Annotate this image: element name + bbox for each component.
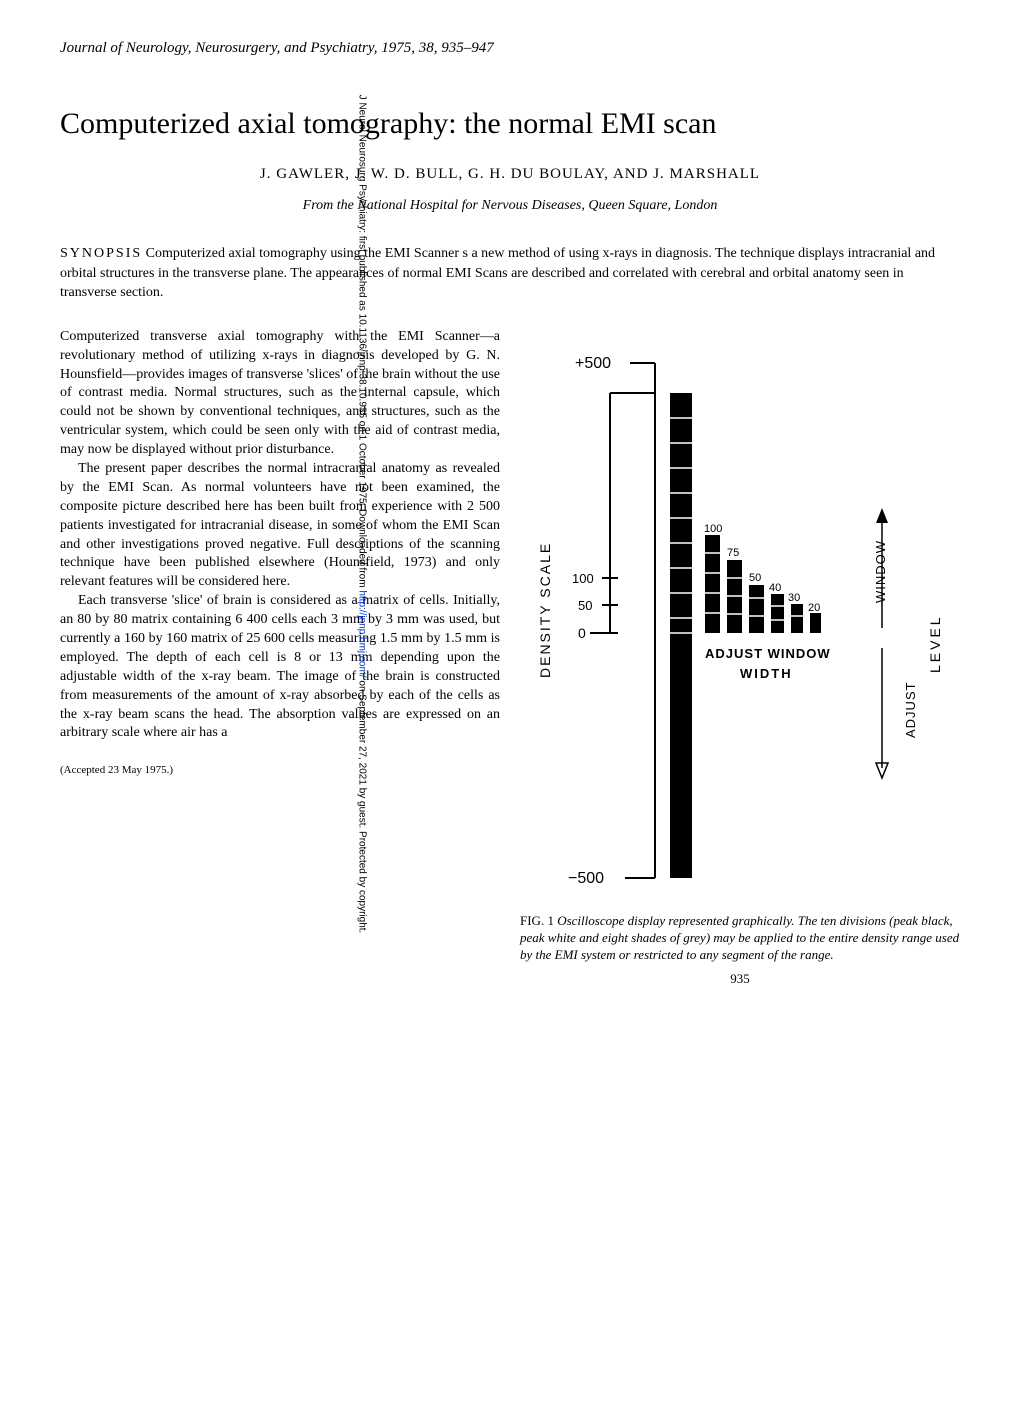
synopsis-label: SYNOPSIS	[60, 246, 142, 261]
scale-top-label: +500	[575, 355, 611, 372]
article-title: Computerized axial tomography: the norma…	[60, 107, 960, 141]
body-paragraph-1: Computerized transverse axial tomography…	[60, 328, 500, 460]
affiliation: From the National Hospital for Nervous D…	[60, 198, 960, 214]
text-column: Computerized transverse axial tomography…	[60, 328, 500, 988]
scale-100-tick: 100	[572, 571, 594, 586]
figure-caption: FIG. 1 Oscilloscope display represented …	[520, 913, 960, 964]
adjust-window-label: ADJUST WINDOW	[705, 646, 831, 661]
bar-label-30: 30	[788, 592, 800, 604]
density-scale-label: DENSITY SCALE	[537, 542, 553, 678]
density-column	[670, 393, 692, 878]
side-text-1: J Neurol Neurosurg Psychiatry: first pub…	[357, 94, 368, 590]
level-label: LEVEL	[927, 614, 943, 673]
scale-50-tick: 50	[578, 598, 592, 613]
side-citation: J Neurol Neurosurg Psychiatry: first pub…	[357, 0, 368, 1164]
window-label: WINDOW	[873, 540, 888, 603]
bar-label-40: 40	[769, 582, 781, 594]
authors: J. GAWLER, J. W. D. BULL, G. H. DU BOULA…	[60, 166, 960, 183]
fig-label: FIG. 1	[520, 913, 554, 928]
body-paragraph-3: Each transverse 'slice' of brain is cons…	[60, 592, 500, 743]
side-link[interactable]: http://jnnp.bmj.com/	[357, 590, 368, 677]
fig-caption-text: Oscilloscope display represented graphic…	[520, 913, 959, 962]
journal-header: Journal of Neurology, Neurosurgery, and …	[60, 40, 960, 57]
side-text-2: on September 27, 2021 by guest. Protecte…	[357, 677, 368, 933]
synopsis-block: SYNOPSIS Computerized axial tomography u…	[60, 244, 960, 303]
page-number: 935	[520, 971, 960, 987]
accepted-note: (Accepted 23 May 1975.)	[60, 763, 500, 778]
bar-label-50: 50	[749, 572, 761, 584]
content-area: Computerized transverse axial tomography…	[60, 328, 960, 988]
bar-label-20: 20	[808, 602, 820, 614]
synopsis-text: Computerized axial tomography using the …	[60, 246, 935, 300]
figure-oscilloscope: +500 100 50 0	[520, 338, 960, 898]
width-label: WIDTH	[740, 666, 793, 681]
body-paragraph-2: The present paper describes the normal i…	[60, 460, 500, 592]
figure-column: +500 100 50 0	[520, 328, 960, 988]
bar-label-100: 100	[704, 523, 722, 535]
scale-0-tick: 0	[578, 625, 586, 641]
bar-label-75: 75	[727, 547, 739, 559]
adjust-label: ADJUST	[903, 681, 918, 738]
scale-bottom-label: −500	[568, 870, 604, 887]
